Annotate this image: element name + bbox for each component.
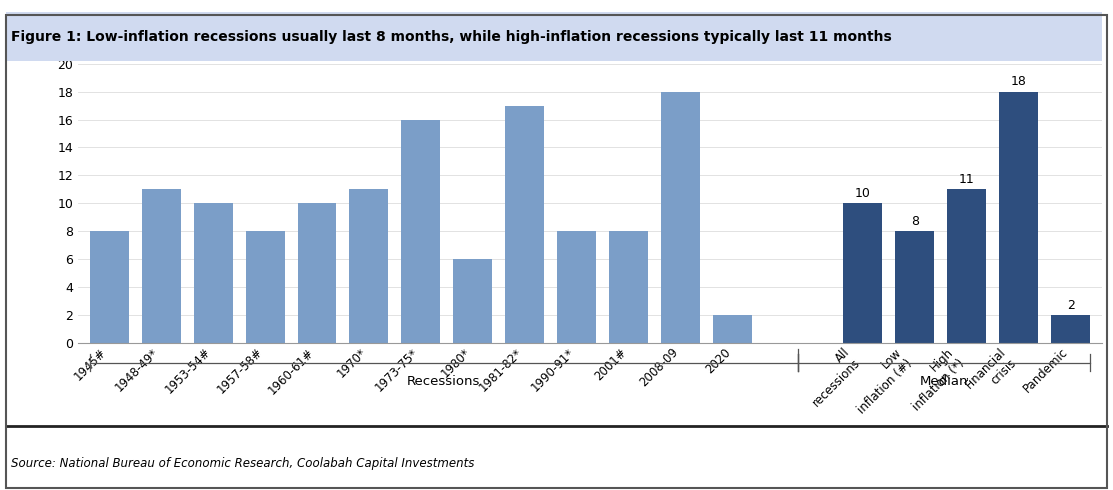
Bar xyxy=(999,92,1038,343)
Bar xyxy=(713,315,752,343)
Bar xyxy=(194,203,233,343)
Bar xyxy=(505,105,544,343)
Bar xyxy=(141,189,180,343)
Text: 11: 11 xyxy=(959,173,975,186)
Text: Median: Median xyxy=(919,375,968,388)
Bar xyxy=(297,203,336,343)
Text: Duration of post-WW-2 US recessions (number of months): Duration of post-WW-2 US recessions (num… xyxy=(78,47,440,60)
Bar xyxy=(349,189,388,343)
Bar xyxy=(402,120,441,343)
Bar xyxy=(947,189,986,343)
Bar xyxy=(661,92,700,343)
Bar xyxy=(558,231,597,343)
Text: Recessions: Recessions xyxy=(407,375,481,388)
Bar xyxy=(610,231,649,343)
Bar xyxy=(453,259,492,343)
Bar xyxy=(246,231,285,343)
Text: Source: National Bureau of Economic Research, Coolabah Capital Investments: Source: National Bureau of Economic Rese… xyxy=(11,457,474,470)
Text: Figure 1: Low-inflation recessions usually last 8 months, while high-inflation r: Figure 1: Low-inflation recessions usual… xyxy=(11,30,892,44)
Bar xyxy=(895,231,934,343)
Bar xyxy=(1051,315,1090,343)
Text: 2: 2 xyxy=(1066,298,1075,312)
Bar xyxy=(90,231,129,343)
Text: 18: 18 xyxy=(1011,75,1026,88)
Text: 8: 8 xyxy=(910,215,918,228)
Bar xyxy=(844,203,883,343)
Text: 10: 10 xyxy=(855,187,870,200)
